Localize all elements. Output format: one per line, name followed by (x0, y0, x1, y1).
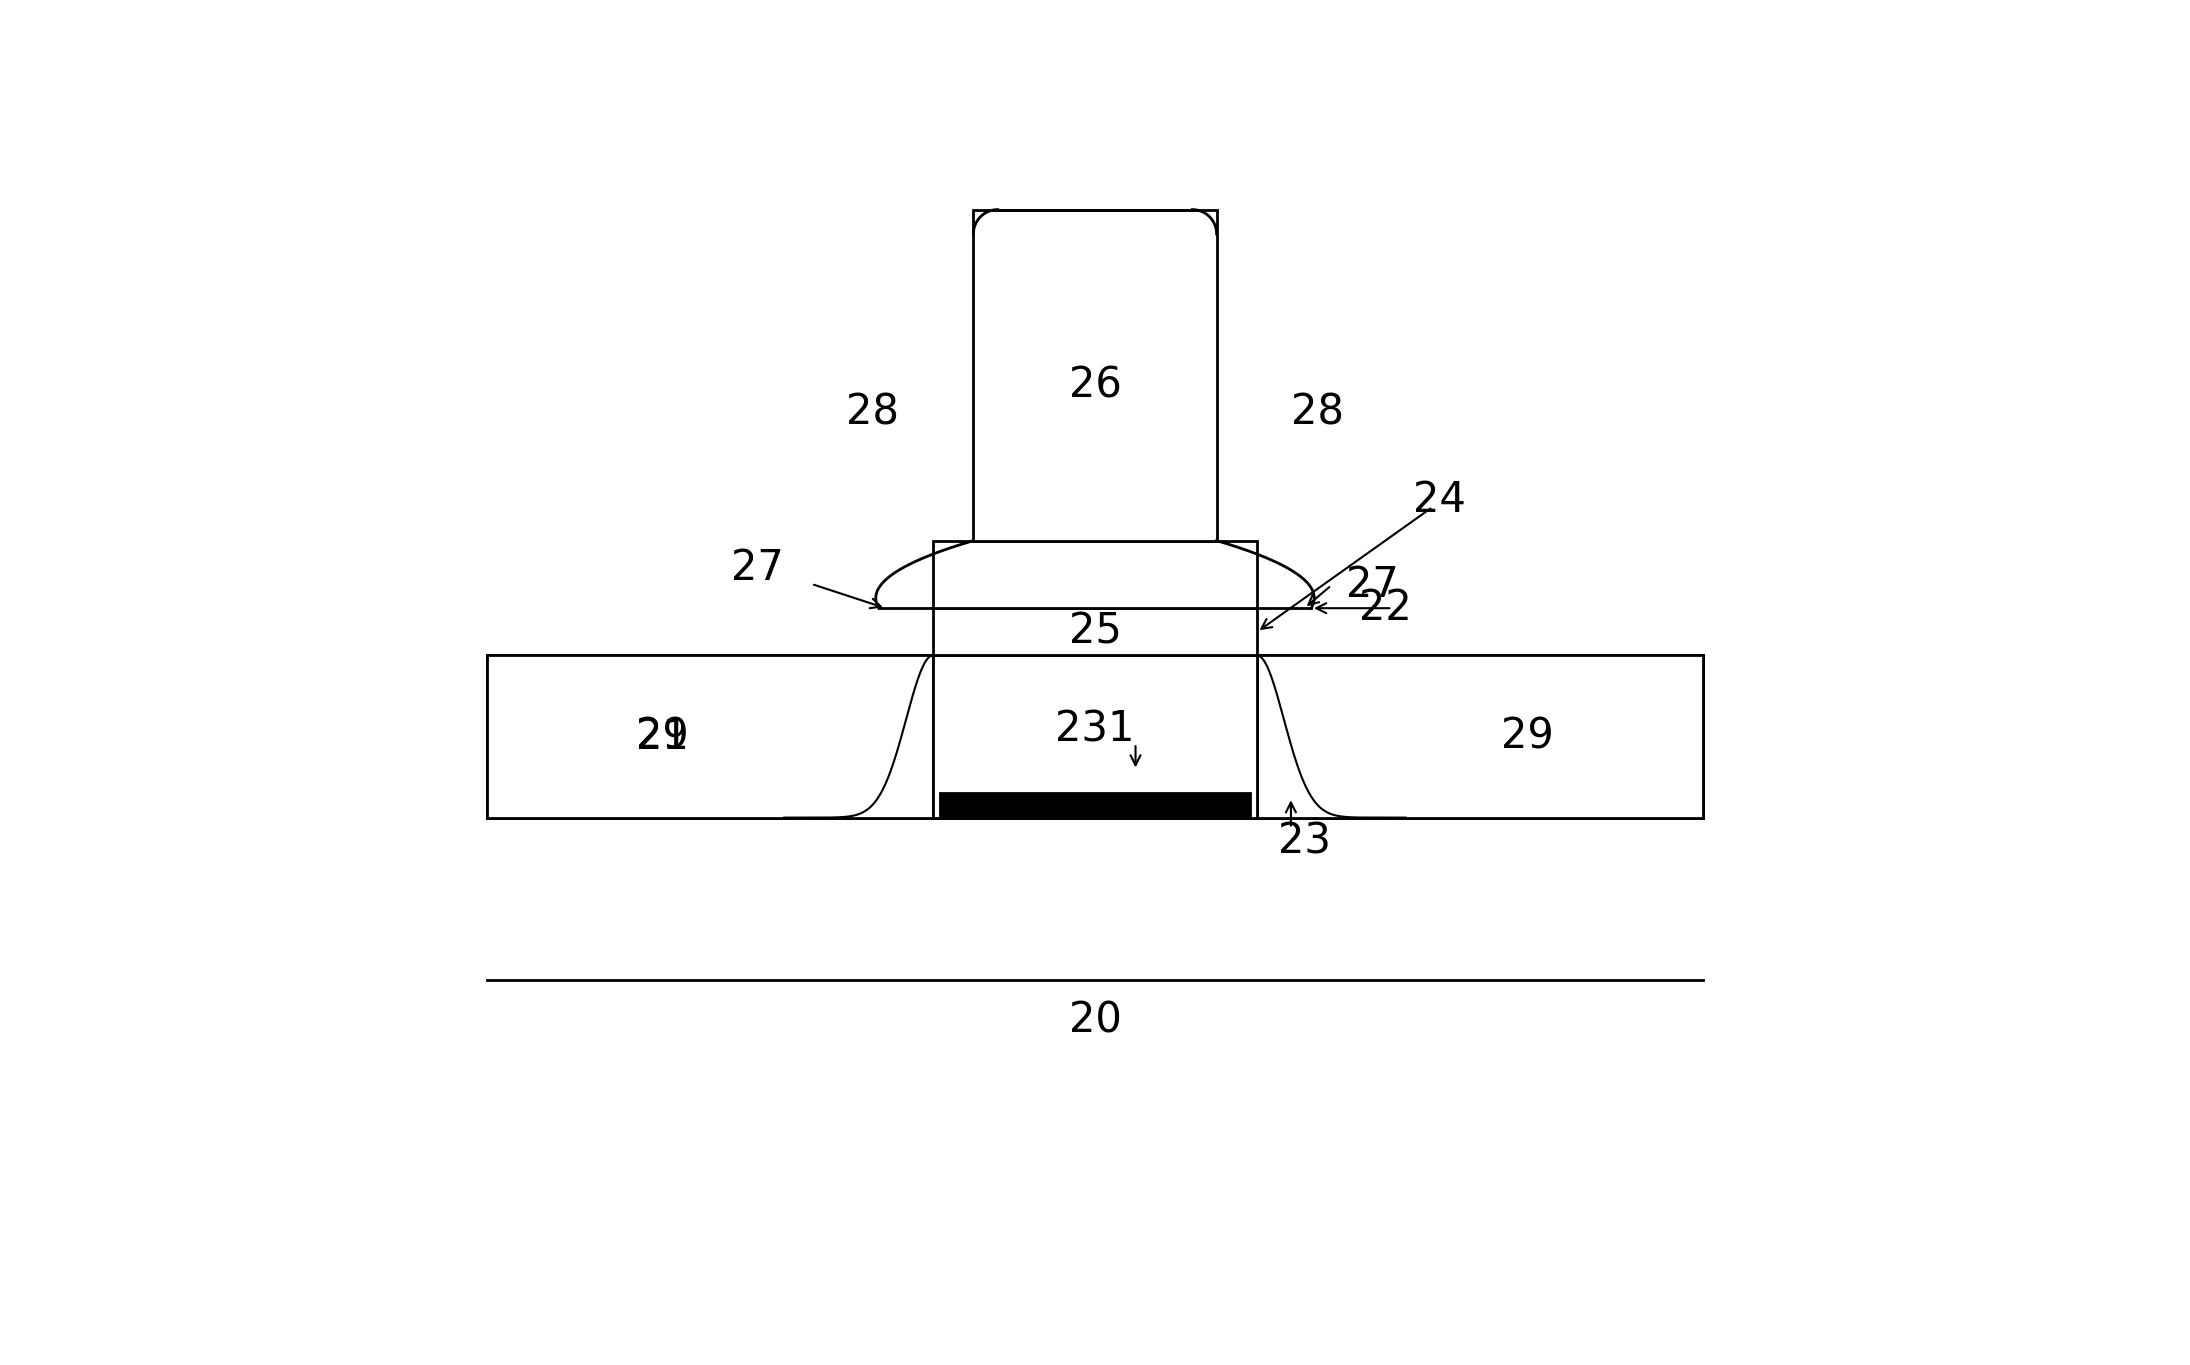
Bar (486, 655, 933, 818)
Text: 21: 21 (637, 715, 690, 758)
Bar (972, 210, 1218, 541)
Bar (486, 655, 1704, 818)
Text: 27: 27 (1345, 564, 1399, 606)
Bar (1257, 655, 1704, 818)
Text: 231: 231 (1056, 708, 1134, 751)
Text: 23: 23 (1279, 820, 1332, 863)
Text: 20: 20 (1069, 999, 1121, 1041)
Text: 26: 26 (1069, 364, 1121, 407)
Bar (933, 541, 1257, 609)
Text: 29: 29 (1500, 715, 1553, 758)
Bar (940, 793, 1250, 818)
Text: 29: 29 (637, 715, 690, 758)
Text: 27: 27 (731, 546, 784, 588)
Text: 22: 22 (1360, 587, 1413, 629)
Text: 28: 28 (845, 392, 898, 433)
Text: 24: 24 (1413, 479, 1465, 521)
Text: 25: 25 (1069, 610, 1121, 652)
Bar (933, 609, 1257, 655)
Text: 28: 28 (1292, 392, 1345, 433)
Bar (933, 655, 1257, 818)
